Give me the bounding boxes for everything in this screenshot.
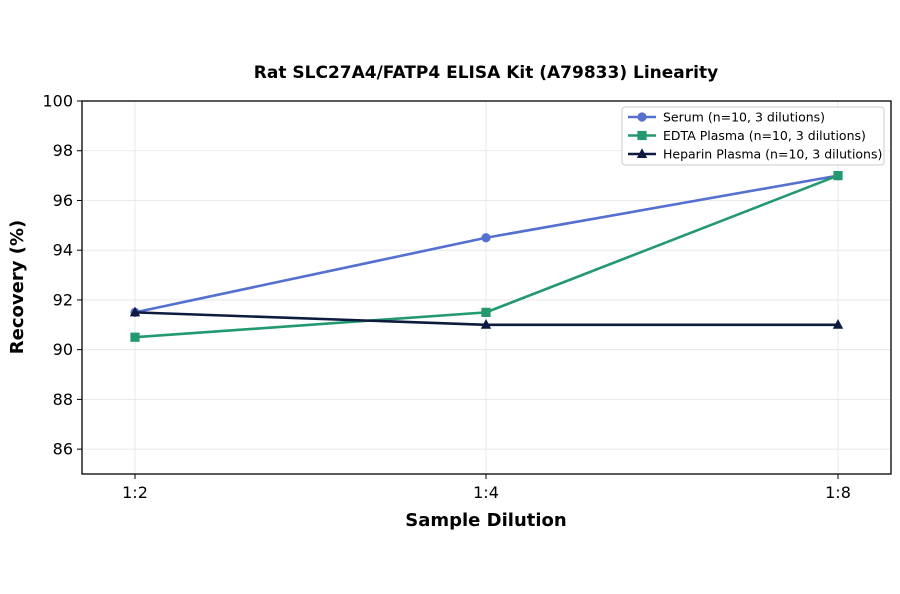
y-tick-label: 86 bbox=[53, 440, 73, 459]
legend-marker bbox=[637, 112, 647, 122]
series-layer bbox=[129, 171, 844, 342]
data-point bbox=[480, 319, 492, 329]
series-line bbox=[134, 174, 839, 314]
legend-label: EDTA Plasma (n=10, 3 dilutions) bbox=[663, 128, 866, 143]
series-3 bbox=[129, 306, 844, 329]
x-tick-label: 1:8 bbox=[825, 483, 851, 502]
y-axis-label: Recovery (%) bbox=[7, 220, 28, 354]
x-axis-label: Sample Dilution bbox=[405, 510, 566, 531]
legend-marker bbox=[636, 148, 648, 158]
x-tick-label: 1:2 bbox=[122, 483, 148, 502]
data-point bbox=[130, 332, 140, 342]
x-tick-label: 1:4 bbox=[473, 483, 499, 502]
legend-label: Serum (n=10, 3 dilutions) bbox=[663, 110, 825, 125]
y-tick-label: 98 bbox=[53, 141, 73, 160]
data-point bbox=[833, 171, 843, 181]
legend: Serum (n=10, 3 dilutions) EDTA Plasma (n=… bbox=[621, 106, 885, 166]
legend-label: Heparin Plasma (n=10, 3 dilutions) bbox=[663, 147, 882, 162]
chart-title: Rat SLC27A4/FATP4 ELISA Kit (A79833) Lin… bbox=[254, 63, 718, 83]
legend-entry: Serum (n=10, 3 dilutions) bbox=[628, 110, 825, 125]
legend-entry: Heparin Plasma (n=10, 3 dilutions) bbox=[628, 147, 882, 162]
data-point bbox=[832, 319, 844, 329]
y-tick-label: 92 bbox=[53, 290, 73, 309]
legend-box bbox=[621, 106, 885, 166]
legend-marker bbox=[637, 130, 647, 141]
series-1 bbox=[130, 171, 843, 317]
y-tick-label: 96 bbox=[53, 191, 73, 210]
y-tick-label: 88 bbox=[53, 390, 73, 409]
data-point bbox=[481, 307, 491, 317]
data-point bbox=[129, 306, 141, 317]
y-tick-label: 100 bbox=[42, 92, 73, 111]
data-point bbox=[481, 233, 491, 243]
y-tick-label: 90 bbox=[53, 340, 73, 359]
series-2 bbox=[130, 171, 843, 342]
legend-entry: EDTA Plasma (n=10, 3 dilutions) bbox=[628, 128, 866, 143]
y-tick-label: 94 bbox=[53, 241, 73, 260]
ticks: 86 88 90 92 94 96 98 100 1:2 1:4 1:8 bbox=[42, 92, 850, 503]
